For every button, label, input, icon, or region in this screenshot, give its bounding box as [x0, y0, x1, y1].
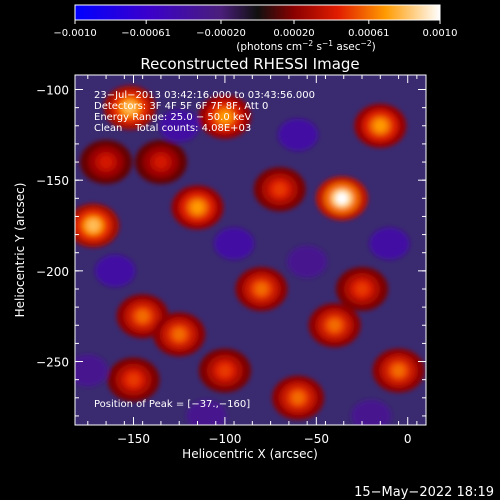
- y-tick-label: −100: [36, 84, 69, 98]
- heatmap-source: [328, 319, 341, 332]
- heatmap-dark-region: [369, 227, 410, 260]
- heatmap-source: [127, 373, 140, 386]
- heatmap-dark-region: [287, 245, 328, 278]
- heatmap-dark-region: [278, 118, 319, 151]
- heatmap-dark-region: [351, 399, 392, 425]
- colorbar-tick-label: 0.00061: [348, 28, 389, 39]
- annotations: 23−Jul−2013 03:42:16.000 to 03:43:56.000…: [94, 90, 315, 134]
- annotation-line: Energy Range: 25.0 − 50.0 keV: [94, 112, 251, 123]
- colorbar-unit-label: (photons cm−2 s−1 asec−2): [236, 39, 375, 53]
- heatmap-source: [374, 119, 387, 132]
- heatmap-source: [154, 156, 167, 169]
- timestamp: 15−May−2022 18:19: [354, 485, 494, 500]
- heatmap-source: [87, 219, 100, 232]
- annotation-line: Detectors: 3F 4F 5F 6F 7F 8F, Att 0: [94, 101, 268, 112]
- heatmap-source: [218, 110, 231, 123]
- colorbar-tick-label: −0.00061: [121, 28, 171, 39]
- annotation-line: 23−Jul−2013 03:42:16.000 to 03:43:56.000: [94, 90, 315, 101]
- heatmap-source: [136, 310, 149, 323]
- colorbar-tick-label: 0.00020: [273, 28, 314, 39]
- colorbar: [75, 5, 440, 20]
- y-axis-label: Heliocentric Y (arcsec): [13, 183, 27, 318]
- chart-title: Reconstructed RHESSI Image: [140, 55, 359, 73]
- heatmap-source: [218, 364, 231, 377]
- heatmap-source: [273, 183, 286, 196]
- y-tick-label: −250: [36, 356, 69, 370]
- heatmap-dark-region: [186, 399, 227, 425]
- x-tick-label: −100: [208, 432, 241, 446]
- heatmap-source: [356, 282, 369, 295]
- y-tick-label: −200: [36, 265, 69, 279]
- heatmap-source: [292, 391, 305, 404]
- x-axis-label: Heliocentric X (arcsec): [182, 447, 318, 461]
- heatmap-source: [123, 101, 136, 114]
- x-tick-label: 0: [404, 432, 412, 446]
- heatmap-source: [392, 364, 405, 377]
- colorbar-tick-label: −0.00020: [196, 28, 246, 39]
- heatmap-source: [191, 201, 204, 214]
- heatmap-dark-region: [214, 227, 255, 260]
- colorbar-ticks: −0.0010 −0.00061 −0.00020 0.00020 0.00061 0.0…: [53, 20, 458, 39]
- axes: −150 −100 −50 0 −100 −150 −200 −250: [36, 75, 426, 446]
- heatmap-source: [255, 282, 268, 295]
- x-tick-label: −50: [304, 432, 329, 446]
- heatmap-dark-region: [75, 354, 108, 387]
- heatmap-source: [335, 192, 348, 205]
- heatmap-dark-region: [95, 254, 136, 287]
- heatmap-image: [75, 85, 425, 425]
- y-tick-label: −150: [36, 174, 69, 188]
- heatmap-dark-region: [159, 109, 200, 142]
- heatmap-source: [173, 328, 186, 341]
- colorbar-tick-label: 0.0010: [423, 28, 458, 39]
- x-tick-label: −150: [117, 432, 150, 446]
- annotation-line: Clean Total counts: 4.08E+03: [94, 123, 251, 134]
- heatmap-source: [100, 156, 113, 169]
- plot-frame: [74, 74, 427, 426]
- colorbar-tick-label: −0.0010: [53, 28, 96, 39]
- peak-position-label: Position of Peak = [−37.,−160]: [94, 399, 250, 410]
